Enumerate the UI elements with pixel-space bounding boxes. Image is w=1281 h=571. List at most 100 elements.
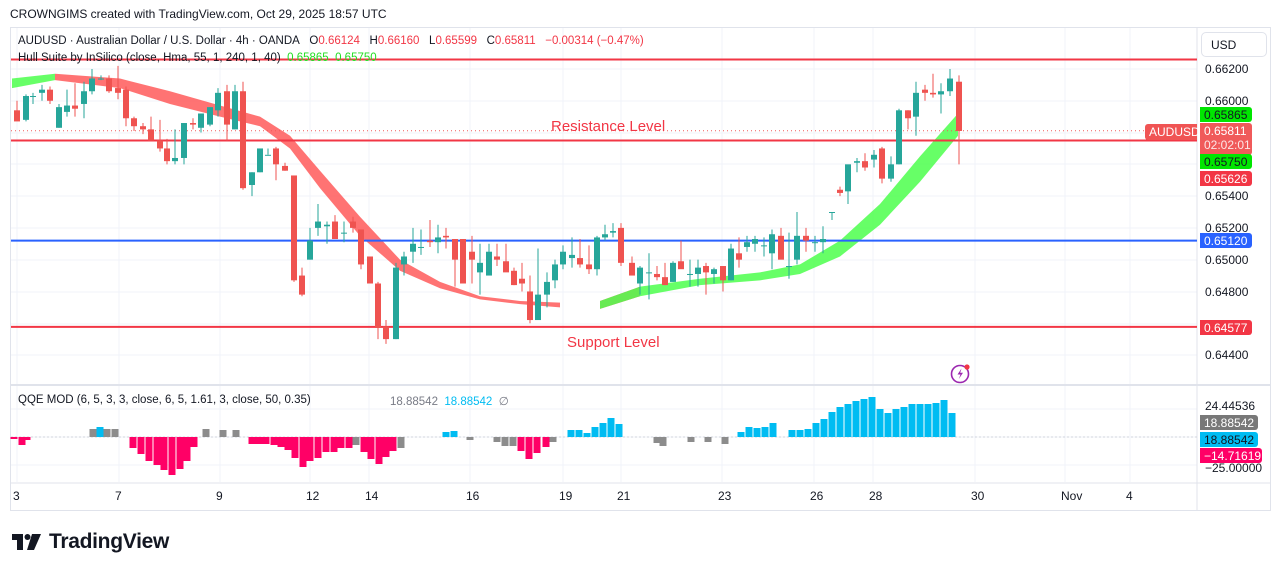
qqe-histogram-bar [916, 404, 924, 437]
candle-body [535, 294, 541, 321]
time-axis-label: 7 [115, 489, 122, 503]
candle-body [862, 161, 868, 168]
candle-body [98, 78, 104, 80]
candle-body [30, 96, 36, 98]
time-axis-label: 28 [869, 489, 883, 503]
qqe-histogram-bar [932, 403, 940, 437]
qqe-value-3: ∅ [498, 396, 509, 408]
qqe-histogram-bar [183, 437, 191, 461]
low-label: L [429, 35, 436, 47]
qqe-histogram-bar [769, 423, 777, 437]
qqe-histogram-bar [852, 401, 860, 437]
qqe-histogram-bar [382, 437, 390, 457]
qqe-histogram-bar [397, 437, 405, 448]
close-label: C [486, 35, 495, 47]
price-axis-label: 0.65400 [1205, 189, 1249, 203]
resistance-level-annotation: Resistance Level [551, 118, 666, 135]
candle-body [452, 239, 458, 260]
candle-body [106, 78, 112, 92]
last-price-tag: 0.65811 02:02:01 [1200, 123, 1252, 155]
qqe-histogram-bar [291, 437, 299, 458]
qqe-histogram-bar [284, 437, 292, 450]
qqe-histogram-bar [812, 423, 820, 437]
qqe-histogram-bar [232, 430, 240, 437]
qqe-histogram-bar [591, 427, 599, 437]
time-axis-label: 16 [466, 489, 480, 503]
chart-frame[interactable] [10, 27, 1271, 511]
time-axis-label: Nov [1061, 489, 1083, 503]
candle-body [249, 172, 255, 185]
candle-body [552, 264, 558, 281]
qqe-histogram-bar [599, 423, 607, 437]
candle-body [654, 273, 660, 278]
candle-body [435, 237, 441, 243]
qqe-histogram-bar [836, 407, 844, 437]
candle-body [503, 261, 509, 273]
candle-body [350, 221, 356, 228]
candle-body [637, 267, 643, 284]
candle-body [769, 234, 775, 254]
candle-body [383, 326, 389, 340]
lightning-alert-icon[interactable] [950, 362, 972, 384]
candle-body [837, 189, 843, 193]
symbol-line-tag: AUDUSD [1145, 124, 1200, 140]
qqe-histogram-bar [248, 437, 256, 444]
candle-body [527, 291, 533, 321]
bar-countdown: 02:02:01 [1204, 138, 1251, 152]
candle-body [913, 92, 919, 117]
candle-body [896, 110, 902, 165]
candle-body [393, 267, 399, 340]
candle-body [519, 278, 525, 284]
qqe-histogram-bar [900, 407, 908, 437]
hull-value-1: 0.65865 [287, 52, 329, 64]
symbol-legend[interactable]: AUDUSD · Australian Dollar / U.S. Dollar… [18, 35, 644, 47]
qqe-histogram-bar [501, 437, 509, 446]
candle-body [602, 234, 608, 238]
candle-body [871, 154, 877, 160]
qqe-pink-tag: −14.71619 [1200, 448, 1262, 463]
tradingview-logo[interactable]: TradingView [12, 530, 169, 554]
hull-lower-price-tag: 0.65750 [1200, 154, 1252, 169]
time-axis-label: 14 [365, 489, 379, 503]
qqe-histogram-bar [868, 397, 876, 437]
candle-body [494, 256, 500, 260]
candle-body [307, 240, 313, 260]
candle-body [418, 246, 424, 248]
low-value: 0.65599 [435, 35, 478, 47]
qqe-histogram-bar [450, 431, 458, 437]
qqe-histogram-bar [924, 404, 932, 437]
open-value: 0.66124 [318, 35, 360, 47]
resistance-price-tag: 0.65626 [1200, 171, 1252, 186]
qqe-histogram-bar [517, 437, 525, 451]
candle-body [427, 240, 433, 243]
chart-attribution: CROWNGIMS created with TradingView.com, … [10, 7, 387, 21]
qqe-histogram-bar [352, 437, 360, 445]
hull-suite-legend[interactable]: Hull Suite by InSilico (close, Hma, 55, … [18, 52, 377, 64]
qqe-legend[interactable]: QQE MOD (6, 5, 3, 3, close, 6, 5, 1.61, … [18, 394, 509, 408]
candle-body [172, 157, 178, 162]
candle-body [460, 239, 466, 284]
qqe-histogram-bar [389, 437, 397, 451]
qqe-histogram-bar [509, 437, 517, 446]
candle-body [511, 270, 517, 286]
qqe-histogram-bar [442, 432, 450, 437]
qqe-histogram-bar [330, 437, 338, 452]
currency-selector-button[interactable]: USD [1201, 32, 1267, 57]
qqe-histogram-bar [176, 437, 184, 469]
qqe-histogram-bar [270, 437, 278, 445]
qqe-histogram-bar [704, 437, 712, 442]
time-axis-label: 19 [559, 489, 573, 503]
high-value: 0.66160 [377, 35, 420, 47]
candle-body [315, 221, 321, 228]
qqe-histogram-bar [796, 430, 804, 437]
candle-body [670, 262, 676, 282]
last-price-value: 0.65811 [1204, 124, 1247, 138]
qqe-histogram-bar [367, 437, 375, 459]
qqe-histogram-bar [322, 437, 330, 452]
time-axis-label: 12 [306, 489, 320, 503]
qqe-label: QQE MOD (6, 5, 3, 3, close, 6, 5, 1.61, … [18, 394, 311, 406]
hull-upper-price-tag: 0.65865 [1200, 107, 1252, 122]
candle-body [358, 229, 364, 265]
qqe-histogram-bar [567, 430, 575, 437]
